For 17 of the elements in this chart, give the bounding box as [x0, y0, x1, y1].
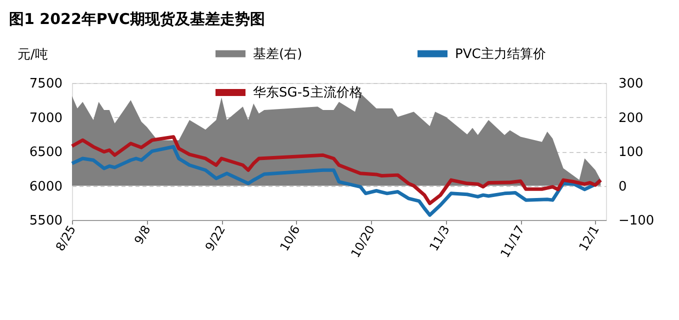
y2-tick-label: 300 [618, 76, 644, 92]
legend-label: PVC主力结算价 [455, 46, 546, 62]
legend-label: 华东SG-5主流价格 [253, 84, 362, 100]
y2-tick-label: −100 [618, 214, 654, 228]
legend-label: 基差(右) [253, 46, 302, 62]
line-series [70, 135, 602, 206]
y2-tick-label: 200 [618, 110, 644, 126]
y-tick-label: 7500 [29, 76, 62, 92]
x-tick-label: 9/8 [132, 223, 154, 247]
y-axis-title: 元/吨 [18, 48, 48, 62]
y-tick-label: 6000 [29, 179, 62, 194]
y-tick-label: 7000 [29, 110, 62, 126]
y2-tick-label: 0 [618, 179, 627, 194]
y2-tick-label: 100 [618, 145, 644, 160]
y-tick-label: 5500 [29, 214, 62, 228]
y-tick-label: 6500 [29, 145, 62, 160]
chart-title: 图1 2022年PVC期现货及基差走势图 [9, 10, 266, 28]
